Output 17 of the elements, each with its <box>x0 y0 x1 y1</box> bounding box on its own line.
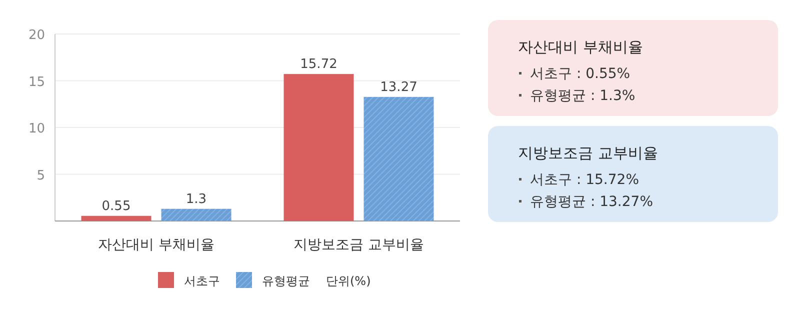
text: 서초구 : 15.72% <box>530 172 639 188</box>
data-label: 15.72 <box>300 57 338 72</box>
data-label: 0.55 <box>102 198 131 214</box>
text: 유형평균 : 13.27% <box>530 194 653 210</box>
y-tick-label: 15 <box>28 74 45 90</box>
text: 자산대비 부채비율 <box>518 38 643 56</box>
y-tick-label: 5 <box>36 168 45 184</box>
y-tick-label: 20 <box>28 28 45 43</box>
text: 단위(%) <box>326 274 371 288</box>
text: 지방보조금 교부비율 <box>518 144 658 162</box>
data-label: 1.3 <box>186 192 207 207</box>
text: 유형평균 : 1.3% <box>530 88 636 104</box>
legend-label: 서초구 <box>184 274 220 288</box>
legend-label: 유형평균 <box>262 274 310 288</box>
y-tick-label: 10 <box>28 122 45 136</box>
text: 서초구 : 0.55% <box>530 66 630 82</box>
data-label: 13.27 <box>380 80 418 95</box>
